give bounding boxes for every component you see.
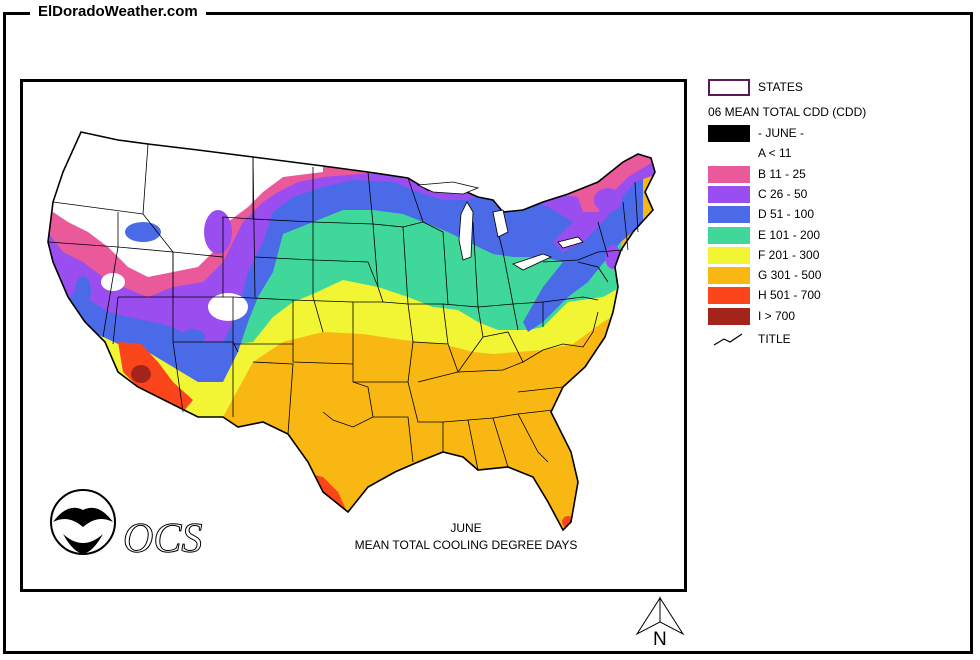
site-title: ElDoradoWeather.com xyxy=(30,3,206,21)
legend-item-label: A < 11 xyxy=(758,146,792,161)
ocs-logo: OCS xyxy=(123,516,202,562)
legend-swatch xyxy=(708,287,750,305)
title-line-icon xyxy=(713,333,743,346)
legend-item-label: B 11 - 25 xyxy=(758,166,806,181)
cdd-color-zones xyxy=(48,132,655,530)
legend-states-label: STATES xyxy=(758,80,803,94)
lake-ontario xyxy=(557,236,584,249)
legend-item-label: C 26 - 50 xyxy=(758,186,808,201)
legend-item-label: D 51 - 100 xyxy=(758,207,815,222)
lake-huron xyxy=(492,209,509,238)
legend-item-label: G 301 - 500 xyxy=(758,268,822,283)
north-label: N xyxy=(653,629,667,650)
lake-michigan xyxy=(458,201,474,261)
svg-text:NOAA: NOAA xyxy=(71,509,95,518)
north-arrow-icon xyxy=(635,596,685,636)
zone-a xyxy=(48,132,323,277)
legend-swatch xyxy=(708,307,750,325)
map-panel: NOAA OCS JUNE MEAN TOTAL COOLING DEGREE … xyxy=(20,79,687,592)
legend-title-label: TITLE xyxy=(758,332,791,346)
month-caption: JUNE xyxy=(450,521,481,535)
legend-swatch xyxy=(708,246,750,264)
zone-i-southwest xyxy=(131,365,151,383)
lake-superior xyxy=(416,181,480,195)
page-frame xyxy=(3,12,973,654)
legend-swatch xyxy=(708,267,750,285)
legend-swatch xyxy=(708,145,750,163)
legend-item-label: F 201 - 300 xyxy=(758,247,820,262)
legend-item-label: - JUNE - xyxy=(758,126,804,140)
legend-item-label: H 501 - 700 xyxy=(758,288,821,303)
legend-swatch xyxy=(708,226,750,244)
legend-swatch xyxy=(708,185,750,203)
map-caption: MEAN TOTAL COOLING DEGREE DAYS xyxy=(355,538,578,552)
lake-erie xyxy=(512,253,553,271)
zone-h-southwest xyxy=(118,342,193,412)
cdd-map: NOAA OCS JUNE MEAN TOTAL COOLING DEGREE … xyxy=(47,131,656,563)
legend-swatch xyxy=(708,165,750,183)
legend-item-label: E 101 - 200 xyxy=(758,227,821,242)
legend-heading: 06 MEAN TOTAL CDD (CDD) xyxy=(708,105,867,119)
legend-item-label: I > 700 xyxy=(758,308,796,323)
legend-swatch xyxy=(708,125,750,142)
great-lakes xyxy=(416,181,584,271)
legend-swatch xyxy=(708,206,750,224)
state-boundaries xyxy=(47,143,639,471)
noaa-logo: NOAA xyxy=(50,489,116,555)
states-swatch xyxy=(708,79,750,96)
